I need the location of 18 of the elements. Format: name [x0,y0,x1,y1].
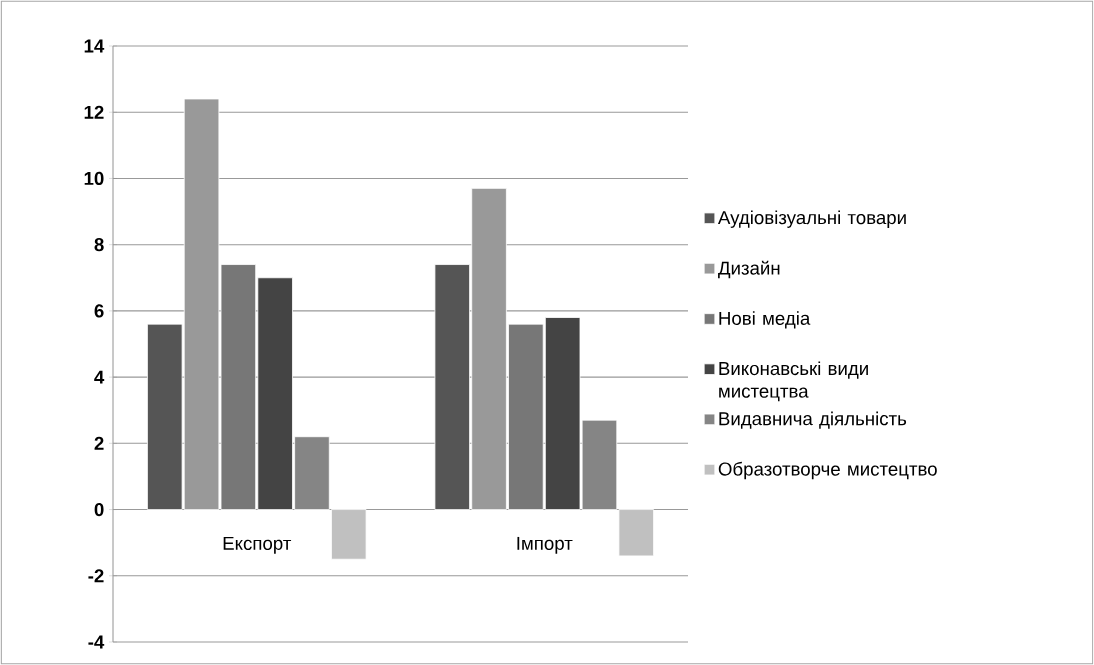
y-tick-label: 2 [94,436,104,450]
legend-label: Нові медіа [719,311,811,329]
legend-label: Видавнича діяльність [719,411,907,429]
legend-label: Образотворче мистецтво [718,461,937,480]
x-tick-label: Імпорт [517,536,573,554]
x-tick-label: Експорт [223,536,292,554]
y-tick-label: 10 [84,171,104,186]
y-tick-label: -2 [88,569,104,583]
y-tick-label: 14 [84,39,105,53]
y-tick-label: 8 [94,238,104,252]
y-tick-label: 12 [84,105,104,119]
legend-label: Дизайн [718,260,780,279]
y-tick-label: 4 [94,370,105,384]
legend-label: Аудіовізуальні товари [717,210,906,228]
y-tick-label: 6 [94,304,104,318]
legend-label: Виконавські види мистецтва [719,361,868,402]
y-tick-label: -4 [88,635,105,649]
y-tick-label: 0 [94,502,104,517]
